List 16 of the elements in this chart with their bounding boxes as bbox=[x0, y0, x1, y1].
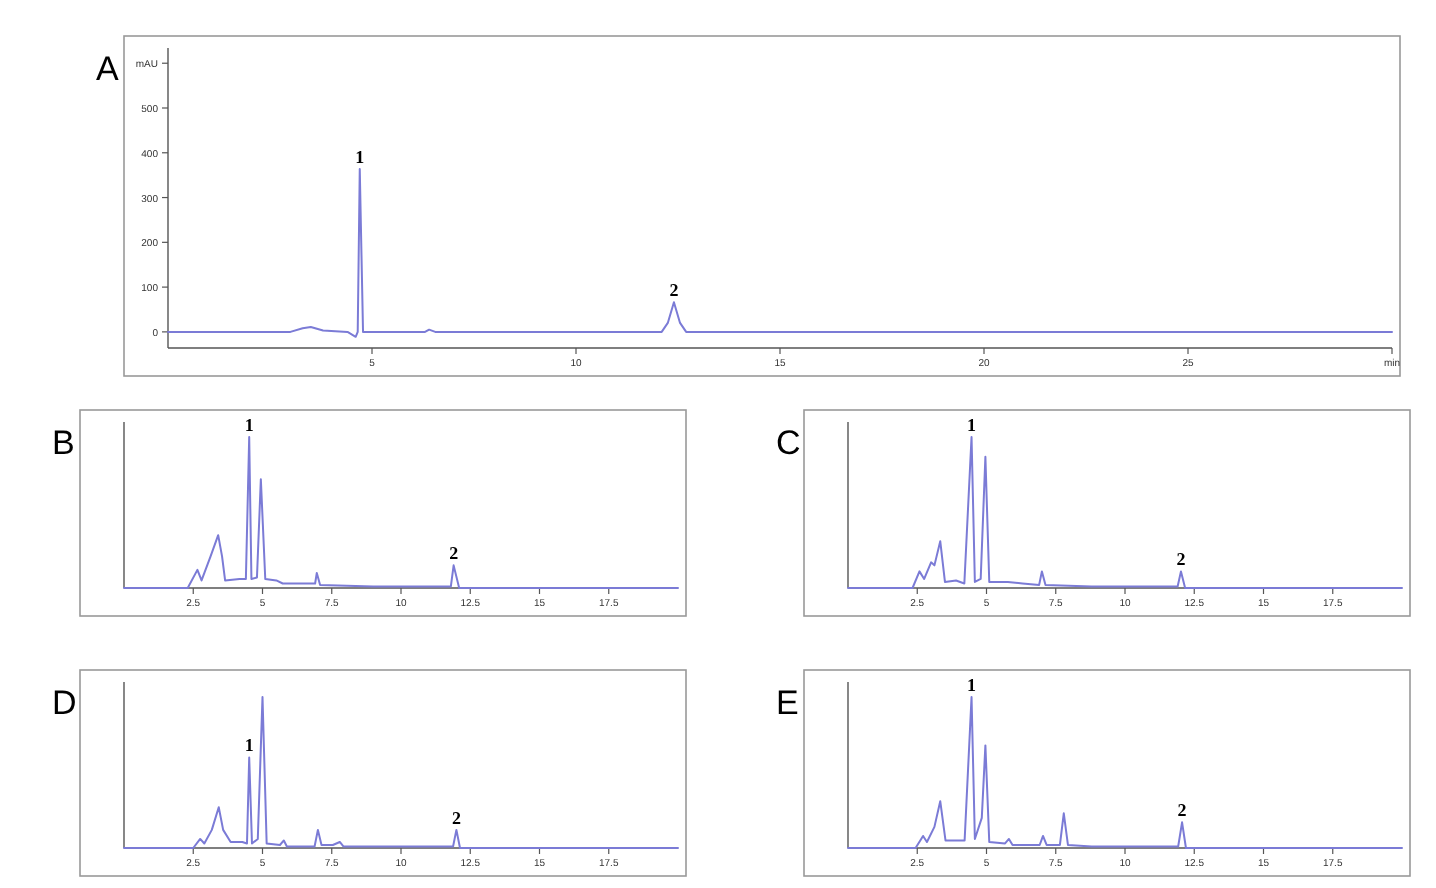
annotation: 1 bbox=[244, 415, 255, 436]
annotation: 1 bbox=[244, 735, 255, 756]
annotation: 2 bbox=[449, 543, 460, 564]
chart-title: B bbox=[52, 424, 75, 462]
annotation: 1 bbox=[967, 675, 978, 696]
chart-title: E bbox=[776, 684, 799, 722]
annotation: 1 bbox=[967, 415, 978, 436]
annotation: 2 bbox=[451, 807, 462, 828]
annotation: 2 bbox=[1177, 800, 1188, 821]
annotation: 1 bbox=[355, 146, 366, 167]
line-series bbox=[167, 167, 1393, 338]
chart-title: A bbox=[96, 50, 120, 88]
annotation: 2 bbox=[669, 280, 680, 301]
chart-title: C bbox=[776, 424, 801, 462]
annotation: 2 bbox=[1176, 549, 1187, 570]
chart-title: D bbox=[52, 684, 77, 722]
